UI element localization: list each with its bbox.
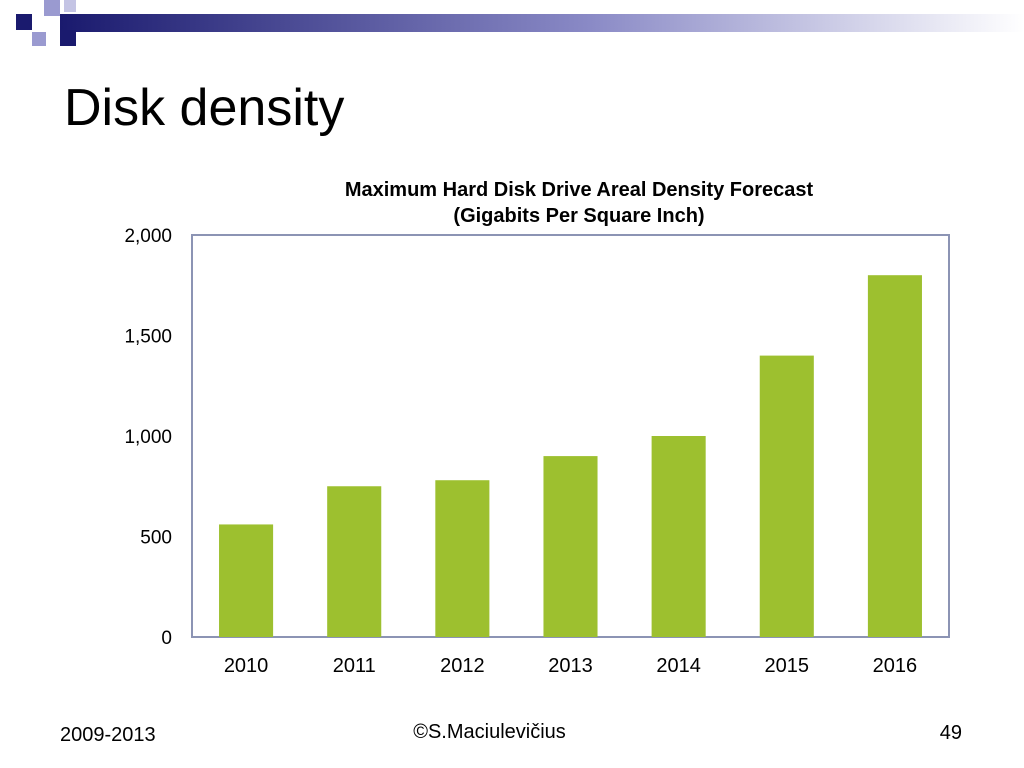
- bar-2010: [219, 524, 274, 637]
- x-tick-label: 2014: [656, 655, 701, 677]
- bar-2014: [651, 436, 706, 637]
- footer-copyright-text: ©S.Maciulevičius: [413, 721, 566, 743]
- header-square-dark-2: [60, 30, 76, 46]
- slide-title: Disk density: [64, 79, 345, 137]
- x-tick-label: 2010: [224, 655, 269, 677]
- bar-2016: [867, 275, 922, 637]
- y-axis: 0 500 1,000 1,500 2,000: [124, 226, 172, 649]
- y-tick-label: 2,000: [124, 226, 172, 247]
- bar-2015: [759, 355, 814, 637]
- bar-2011: [327, 486, 382, 637]
- chart-title: Maximum Hard Disk Drive Areal Density Fo…: [345, 179, 814, 201]
- x-tick-label: 2016: [873, 655, 918, 677]
- y-tick-label: 0: [161, 628, 172, 649]
- footer-copyright: ©S.Maciulevičius: [0, 721, 1024, 744]
- header-square-dark-1: [16, 14, 32, 30]
- footer-date-range: 2009-2013: [60, 724, 156, 746]
- y-tick-label: 1,000: [124, 427, 172, 448]
- bars-group: [219, 275, 922, 637]
- header-decoration: [16, 0, 1024, 46]
- chart-subtitle: (Gigabits Per Square Inch): [453, 205, 704, 227]
- y-tick-label: 1,500: [124, 327, 172, 348]
- x-tick-label: 2015: [765, 655, 810, 677]
- header-square-light-1: [44, 0, 60, 16]
- x-tick-label: 2011: [333, 655, 376, 677]
- page-number: 49: [939, 722, 962, 744]
- x-tick-label: 2012: [440, 655, 485, 677]
- header-square-light-2: [32, 32, 46, 46]
- header-square-light-3: [64, 0, 76, 12]
- x-axis: 2010 2011 2012 2013 2014 2015 2016: [224, 655, 917, 677]
- y-tick-label: 500: [140, 528, 172, 549]
- x-tick-label: 2013: [548, 655, 593, 677]
- header-gradient-band: [60, 14, 1024, 32]
- bar-2013: [543, 456, 598, 637]
- bar-2012: [435, 480, 490, 637]
- bar-chart: Maximum Hard Disk Drive Areal Density Fo…: [124, 179, 950, 677]
